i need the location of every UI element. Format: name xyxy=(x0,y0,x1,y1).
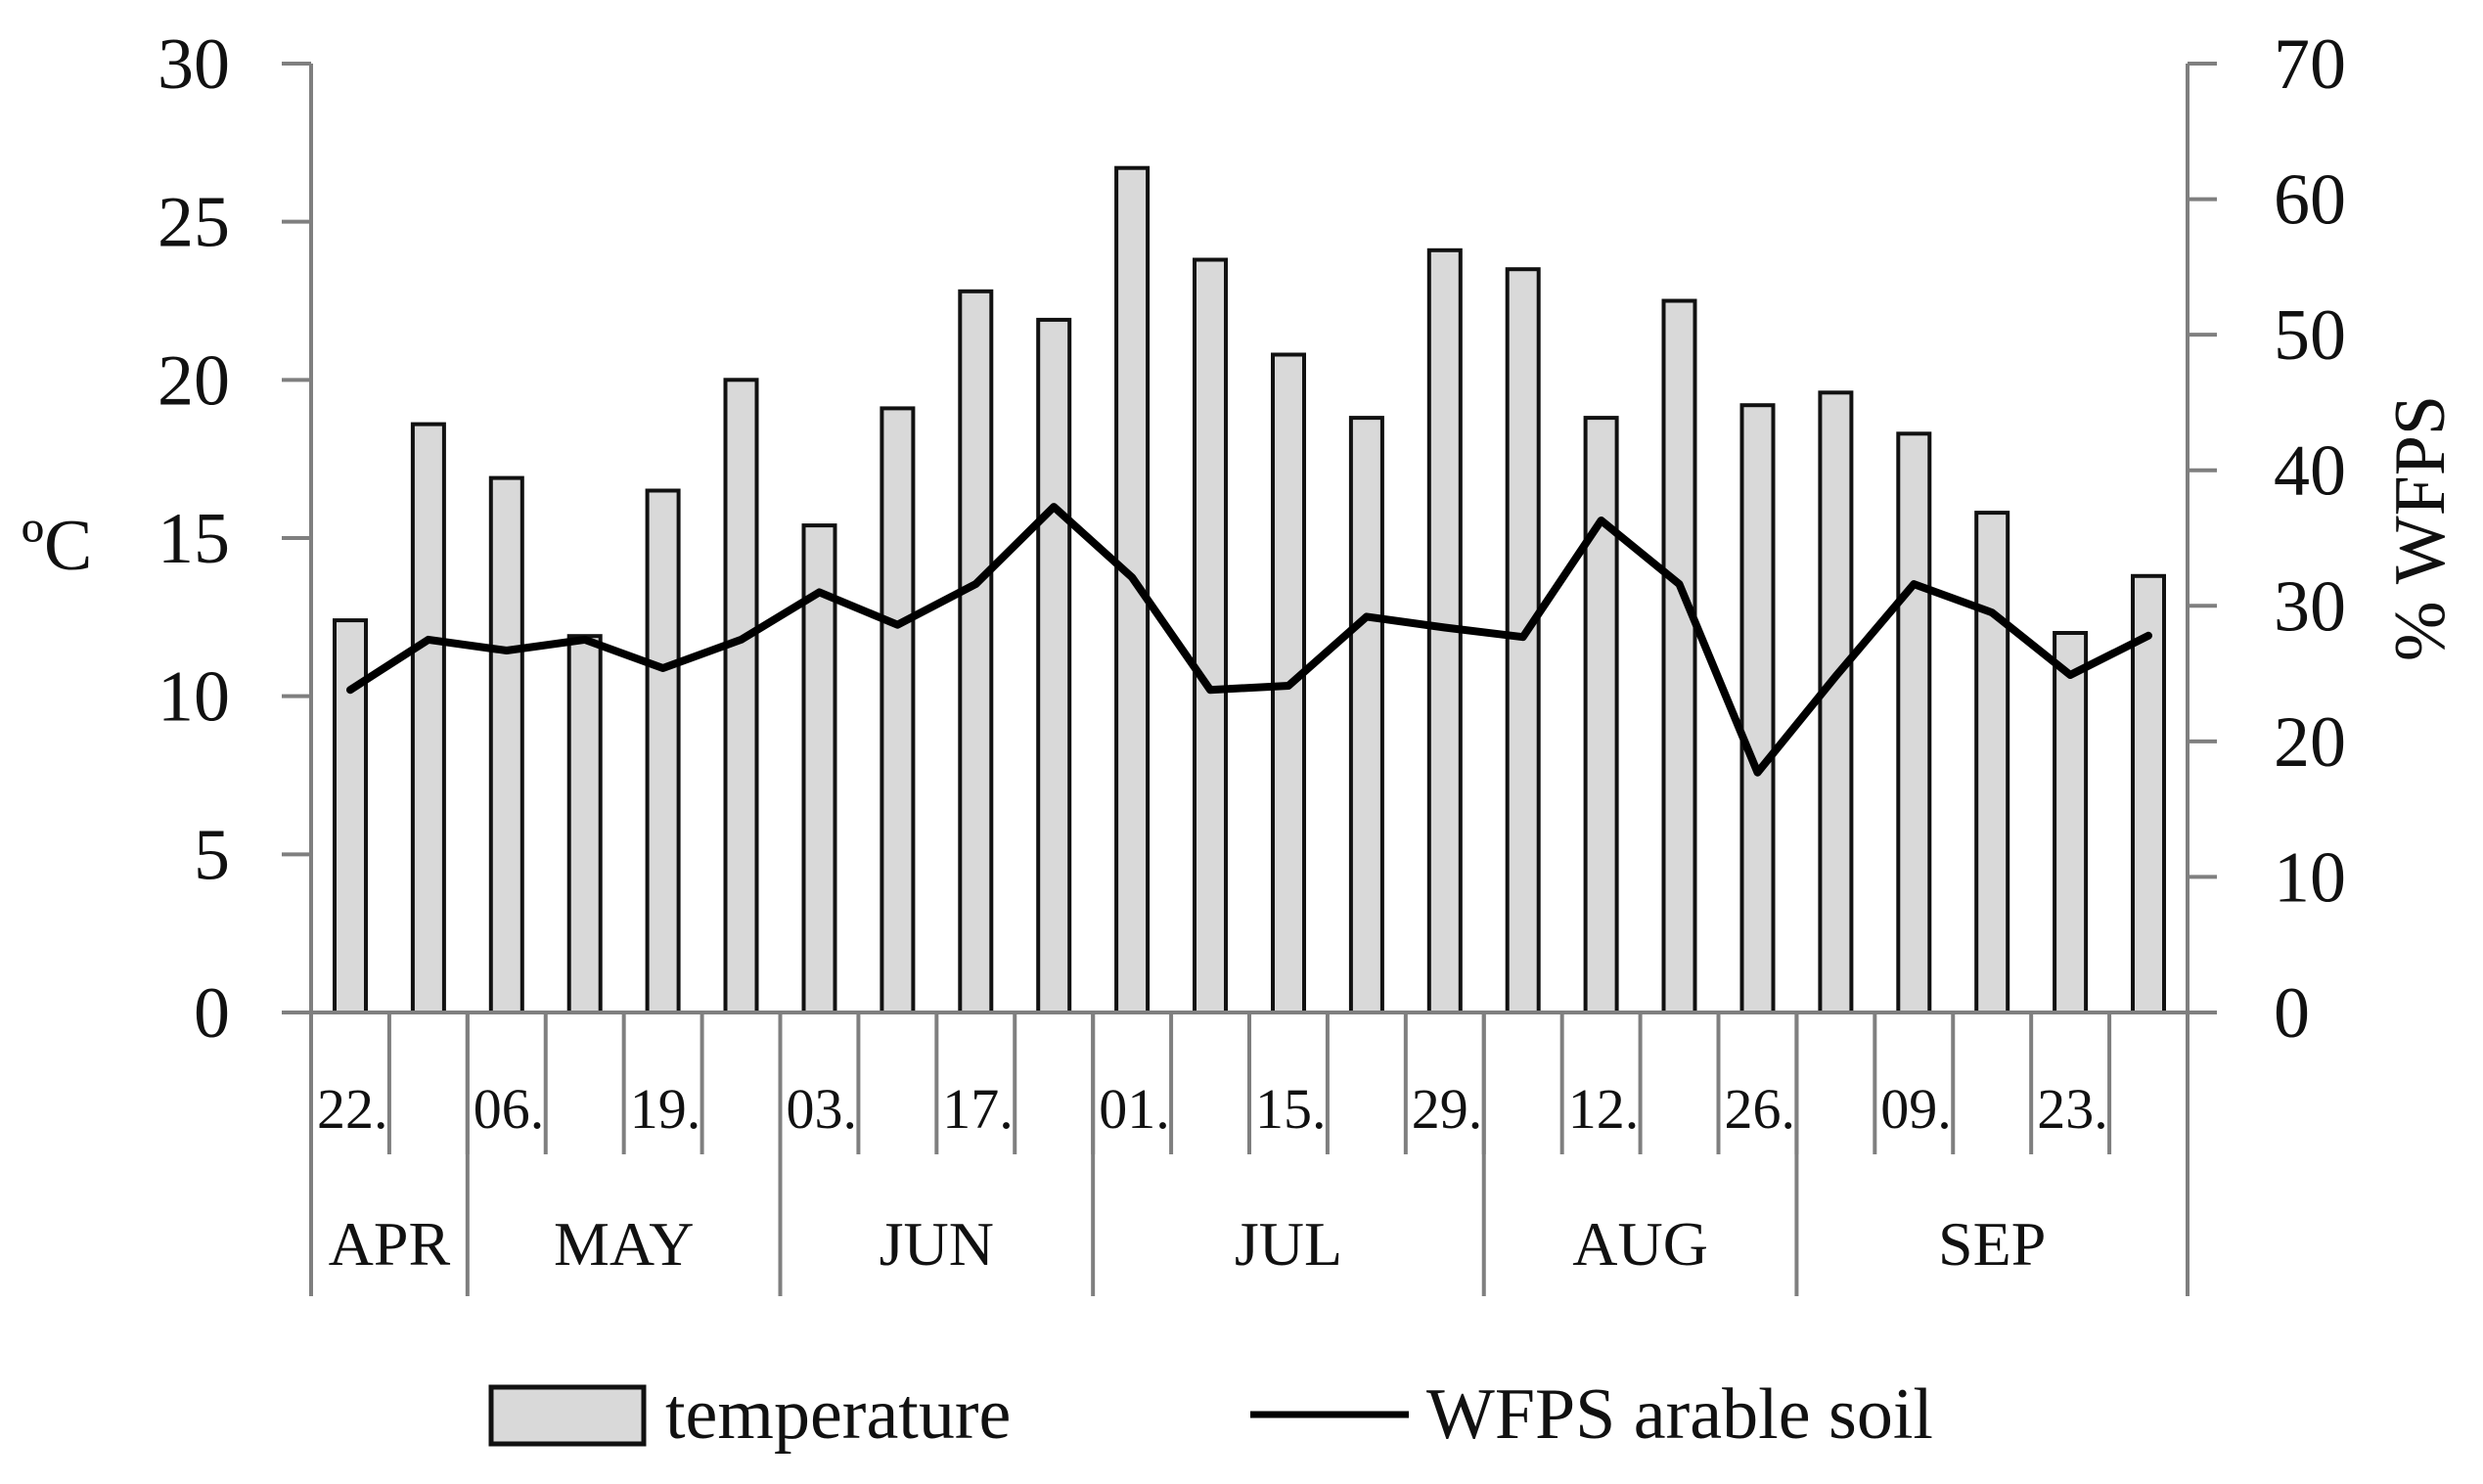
x-date-label: 01. xyxy=(1099,1077,1170,1141)
temperature-bar xyxy=(1976,513,2008,1012)
legend-label-temperature: temperature xyxy=(665,1374,1011,1455)
y-left-tick-label: 0 xyxy=(194,973,230,1054)
y-right-tick-label: 70 xyxy=(2274,24,2346,105)
y-left-tick-label: 25 xyxy=(158,183,230,263)
temperature-bar xyxy=(491,478,522,1012)
x-date-label: 15. xyxy=(1255,1077,1327,1141)
x-date-label: 06. xyxy=(474,1077,545,1141)
x-date-label: 12. xyxy=(1568,1077,1640,1141)
y-left-tick-label: 10 xyxy=(158,657,230,738)
y-left-tick-label: 20 xyxy=(158,340,230,421)
temperature-bar xyxy=(648,491,679,1013)
x-date-label: 26. xyxy=(1725,1077,1796,1141)
x-month-label: JUL xyxy=(1235,1209,1342,1279)
temperature-bar xyxy=(1351,418,1382,1012)
temperature-bar xyxy=(726,380,757,1012)
y-right-tick-label: 10 xyxy=(2274,837,2346,918)
temperature-bar xyxy=(2054,633,2086,1012)
y-left-tick-label: 15 xyxy=(158,499,230,579)
x-date-label: 19. xyxy=(630,1077,701,1141)
temperature-bar xyxy=(569,636,601,1012)
temperature-bar xyxy=(1664,301,1695,1013)
x-date-label: 22. xyxy=(317,1077,388,1141)
x-date-label: 03. xyxy=(787,1077,858,1141)
x-month-label: JUN xyxy=(880,1209,994,1279)
x-month-label: SEP xyxy=(1938,1209,2046,1279)
left-axis-ticks: 0 5 10 15 20 25 30 xyxy=(158,24,311,1054)
temperature-bars xyxy=(335,168,2164,1012)
x-date-label: 23. xyxy=(2037,1077,2108,1141)
wfps-line xyxy=(350,507,2148,773)
x-month-label: APR xyxy=(329,1209,451,1279)
legend-label-wfps: WFPS arable soil xyxy=(1426,1374,1933,1455)
x-date-label: 17. xyxy=(942,1077,1014,1141)
y-left-tick-label: 5 xyxy=(194,815,230,895)
temperature-bar xyxy=(1898,433,1929,1012)
right-axis-ticks: 0 10 20 30 40 50 60 70 xyxy=(2188,24,2346,1054)
y-axis-right-title: % WFPS xyxy=(2380,395,2460,661)
temperature-bar xyxy=(881,408,913,1012)
legend: temperature WFPS arable soil xyxy=(491,1374,1933,1455)
temperature-bar xyxy=(1820,392,1851,1012)
temperature-bar xyxy=(1038,320,1069,1012)
x-axis-categories: 22. 06. 19. 03. 17. 01. 15. 29. 12. 26. 09. 23. APR M… xyxy=(311,1012,2188,1296)
temperature-bar xyxy=(413,425,444,1012)
temperature-bar xyxy=(1742,405,1774,1012)
x-date-label: 29. xyxy=(1412,1077,1483,1141)
x-month-label: MAY xyxy=(554,1209,694,1279)
temperature-bar xyxy=(960,292,991,1012)
x-date-label: 09. xyxy=(1880,1077,1952,1141)
y-right-tick-label: 20 xyxy=(2274,702,2346,783)
x-month-label: AUG xyxy=(1572,1209,1708,1279)
y-right-tick-label: 60 xyxy=(2274,160,2346,241)
wfps-line-group xyxy=(350,507,2148,773)
y-axis-left-title: ºC xyxy=(22,506,92,586)
temperature-bar xyxy=(1586,418,1617,1012)
y-right-tick-label: 40 xyxy=(2274,431,2346,512)
y-right-tick-label: 0 xyxy=(2274,973,2310,1054)
y-left-tick-label: 30 xyxy=(158,24,230,105)
legend-swatch-temperature xyxy=(491,1387,644,1444)
temperature-bar xyxy=(1195,260,1226,1013)
y-right-tick-label: 30 xyxy=(2274,566,2346,647)
y-right-tick-label: 50 xyxy=(2274,295,2346,376)
